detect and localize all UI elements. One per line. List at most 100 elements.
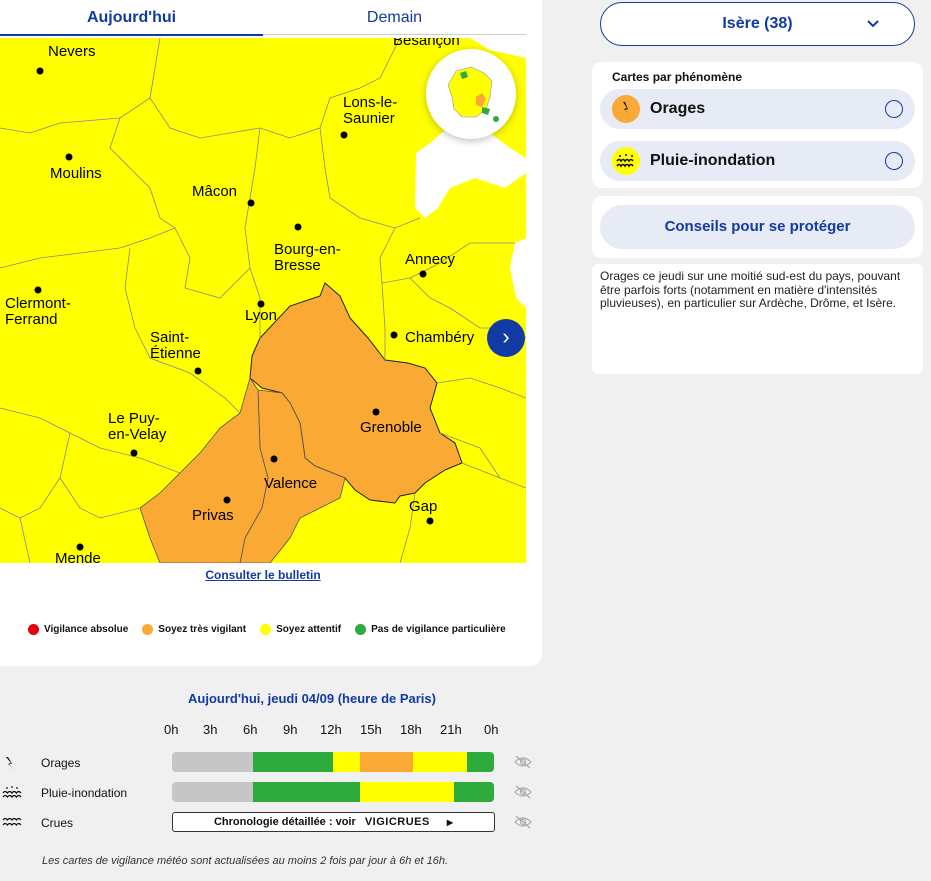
city-dot <box>419 270 427 278</box>
timeline-segment <box>359 752 414 772</box>
city-label: Valence <box>264 475 317 492</box>
france-minimap[interactable] <box>426 49 516 139</box>
timeline-hour-label: 0h <box>164 722 179 737</box>
city-dot <box>340 131 348 139</box>
vigicrues-logo: VIGICRUES <box>364 816 430 828</box>
weather-description: Orages ce jeudi sur une moitié sud-est d… <box>600 269 901 310</box>
city-dot <box>294 223 302 231</box>
legend-dot-orange <box>142 624 154 635</box>
city-label: Privas <box>192 507 234 524</box>
timeline-segment <box>413 752 468 772</box>
timeline-segment <box>333 752 360 772</box>
city-dot <box>223 496 231 504</box>
phenomenon-label: Orages <box>650 100 706 117</box>
department-select[interactable]: Isère (38) <box>600 2 915 46</box>
chevron-down-icon <box>866 3 880 45</box>
city-label: Grenoble <box>360 419 422 436</box>
phenomenon-label: Pluie-inondation <box>650 152 776 169</box>
city-label: Lyon <box>245 307 277 324</box>
phenomenon-radio[interactable] <box>885 152 903 170</box>
city-label: Clermont-Ferrand <box>5 295 71 328</box>
timeline-row-label: Pluie-inondation <box>41 786 128 800</box>
legend-item: Soyez attentif <box>260 624 341 635</box>
map-borders <box>0 38 526 563</box>
legend-dot-yellow <box>260 624 272 635</box>
city-dot <box>65 153 73 161</box>
tab-tomorrow[interactable]: Demain <box>263 0 526 35</box>
timeline-segment <box>252 752 333 772</box>
timeline-row-label: Orages <box>41 756 81 770</box>
advice-card: Conseils pour se protéger <box>592 196 923 258</box>
city-label: Besançon <box>393 38 460 49</box>
eye-off-icon[interactable] <box>513 815 533 829</box>
timeline-hour-label: 0h <box>484 722 499 737</box>
city-label: Annecy <box>405 251 456 268</box>
city-label: Bourg-en-Bresse <box>274 241 341 274</box>
phenomena-card: Cartes par phénomène Orages Pluie-inonda… <box>592 62 923 188</box>
city-dot <box>270 455 278 463</box>
map-foreign-zone <box>470 38 526 58</box>
timeline-hour-label: 18h <box>400 722 422 737</box>
city-label: Le Puy-en-Velay <box>108 410 167 443</box>
timeline-segment <box>467 752 494 772</box>
phenomenon-pluie-inondation[interactable]: Pluie-inondation <box>600 141 915 181</box>
city-dot <box>34 286 42 294</box>
legend-label: Pas de vigilance particulière <box>371 624 506 635</box>
map-lake-geneva <box>415 118 526 218</box>
timeline-segment <box>172 782 253 802</box>
chevron-right-icon: › <box>502 324 510 349</box>
tab-today[interactable]: Aujourd'hui <box>0 0 263 36</box>
vigilance-legend: Vigilance absolue Soyez très vigilant So… <box>28 624 506 635</box>
eye-off-icon[interactable] <box>513 755 533 769</box>
next-region-button[interactable]: › <box>487 319 525 357</box>
city-label: Chambéry <box>405 329 475 346</box>
legend-item: Vigilance absolue <box>28 624 128 635</box>
timeline-segment <box>359 782 454 802</box>
legend-dot-red <box>28 624 39 635</box>
city-dot <box>194 367 202 375</box>
legend-item: Pas de vigilance particulière <box>355 624 506 635</box>
city-dot <box>247 199 255 207</box>
timeline-segment <box>453 782 494 802</box>
timeline-hour-label: 3h <box>203 722 218 737</box>
city-dot <box>130 449 138 457</box>
legend-label: Vigilance absolue <box>44 624 129 635</box>
map-city-labels: Nevers Besançon Lons-le-Saunier Moulins Mâco… <box>5 38 475 563</box>
city-dot <box>36 67 44 75</box>
rain-flood-icon <box>2 785 24 802</box>
city-label: Mende <box>55 550 101 563</box>
rain-flood-icon <box>612 147 640 175</box>
timeline-hour-label: 12h <box>320 722 342 737</box>
eye-off-icon[interactable] <box>513 785 533 799</box>
timeline-segment <box>172 752 253 772</box>
update-footnote: Les cartes de vigilance météo sont actua… <box>42 855 449 867</box>
description-card: Orages ce jeudi sur une moitié sud-est d… <box>592 264 923 374</box>
legend-label: Soyez très vigilant <box>158 624 247 635</box>
map-dept-ardeche[interactable] <box>139 377 269 563</box>
france-minimap-icon <box>447 66 499 122</box>
map-card: Aujourd'hui Demain <box>0 0 542 666</box>
timeline-bar-pluie-inondation <box>172 782 494 802</box>
timeline-bar-orages <box>172 752 494 772</box>
thunderstorm-icon <box>612 95 640 123</box>
play-icon: ▶ <box>446 818 454 827</box>
city-dot <box>426 517 434 525</box>
city-label: Mâcon <box>192 183 237 200</box>
timeline-row-label: Crues <box>41 816 74 830</box>
city-dot <box>76 543 84 551</box>
legend-label: Soyez attentif <box>276 624 342 635</box>
vigicrues-link[interactable]: Chronologie détaillée : voir VIGICRUES ▶ <box>172 812 495 832</box>
advice-button[interactable]: Conseils pour se protéger <box>600 205 915 249</box>
bulletin-link[interactable]: Consulter le bulletin <box>205 568 321 582</box>
phenomenon-radio[interactable] <box>885 100 903 118</box>
timeline-hour-label: 15h <box>360 722 382 737</box>
city-dot <box>390 331 398 339</box>
phenomenon-orages[interactable]: Orages <box>600 89 915 129</box>
timeline-title: Aujourd'hui, jeudi 04/09 (heure de Paris… <box>188 691 436 706</box>
timeline-hour-label: 9h <box>283 722 298 737</box>
map-foreign-zone-east <box>510 238 526 308</box>
city-label: Gap <box>409 498 437 515</box>
city-label: Moulins <box>50 165 102 182</box>
legend-item: Soyez très vigilant <box>142 624 246 635</box>
department-label: Isère (38) <box>722 15 793 32</box>
